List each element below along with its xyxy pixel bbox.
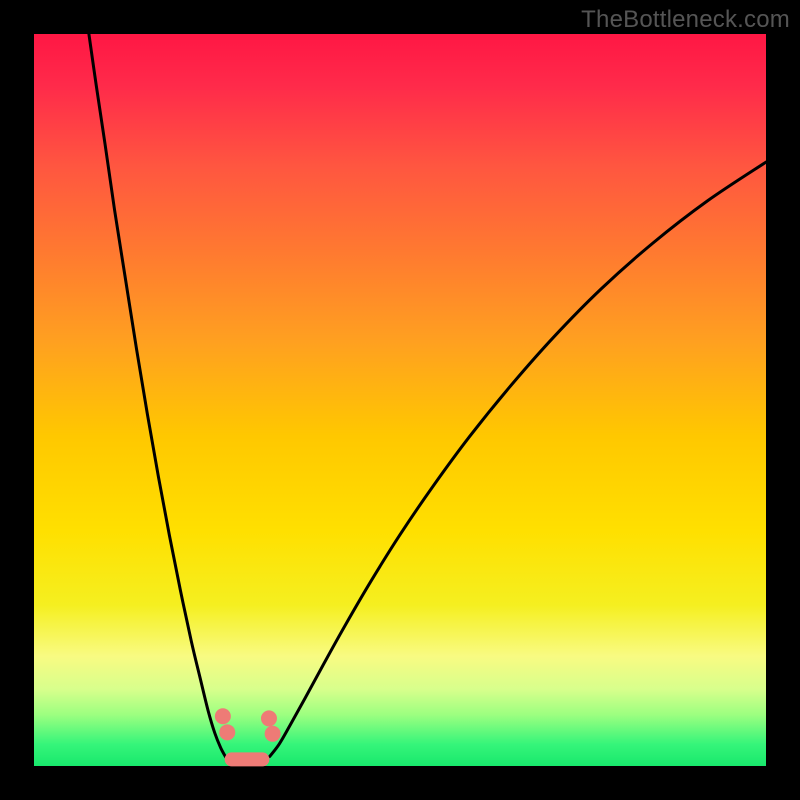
data-marker-1: [219, 724, 235, 740]
data-marker-pill-4: [225, 752, 270, 766]
bottleneck-curve-left-curve: [89, 34, 226, 757]
plot-svg: [34, 34, 766, 766]
chart-stage: TheBottleneck.com: [0, 0, 800, 800]
bottleneck-curve-right-curve: [270, 162, 766, 756]
watermark-text: TheBottleneck.com: [581, 6, 790, 34]
data-marker-2: [261, 710, 277, 726]
data-marker-0: [215, 708, 231, 724]
data-marker-3: [265, 726, 281, 742]
plot-area: [34, 34, 766, 766]
